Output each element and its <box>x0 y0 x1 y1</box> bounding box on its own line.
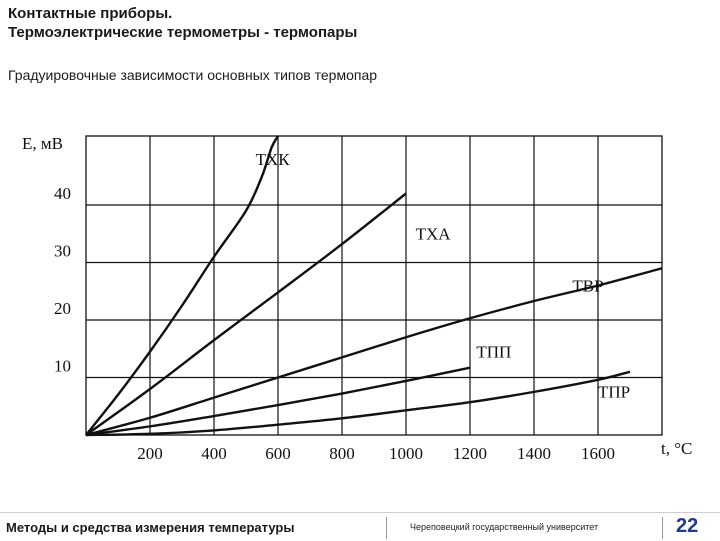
slide-subtitle: Градуировочные зависимости основных типо… <box>8 67 378 83</box>
thermocouple-calibration-chart: 200 400 600 800 1000 1200 1400 1600 10 20 30 40 E, м… <box>22 134 692 463</box>
series-label-1: ТХА <box>416 225 452 244</box>
x-axis-label: t, °C <box>661 439 692 458</box>
series-line-3 <box>85 366 471 437</box>
slide-footer: Методы и средства измерения температуры … <box>0 512 720 541</box>
plot-frame <box>85 135 663 436</box>
series-label-4: ТПР <box>598 383 630 402</box>
y-tick-label: 30 <box>54 242 71 261</box>
series-line-2 <box>85 267 663 437</box>
series-line-4 <box>85 370 631 437</box>
y-axis-label: E, мВ <box>22 134 63 153</box>
y-tick-label: 10 <box>54 357 71 376</box>
x-tick-label: 200 <box>137 444 163 463</box>
chart-series-lines <box>85 135 663 437</box>
x-tick-label: 1600 <box>581 444 615 463</box>
chart-grid <box>85 135 663 436</box>
x-tick-label: 1000 <box>389 444 423 463</box>
x-tick-label: 1400 <box>517 444 551 463</box>
footer-course-title: Методы и средства измерения температуры <box>6 520 295 535</box>
footer-university: Череповецкий государственный университет <box>410 522 599 532</box>
footer-divider <box>386 517 387 539</box>
series-label-0: ТХК <box>256 150 291 169</box>
x-tick-label: 400 <box>201 444 227 463</box>
footer-divider-right <box>662 517 663 539</box>
y-tick-label: 20 <box>54 299 71 318</box>
slide-title: Контактные приборы. Термоэлектрические т… <box>8 4 357 42</box>
y-tick-label: 40 <box>54 184 71 203</box>
series-label-2: ТВР <box>572 276 603 295</box>
chart-labels: 200 400 600 800 1000 1200 1400 1600 10 20 30 40 E, м… <box>22 134 692 463</box>
x-tick-label: 800 <box>329 444 355 463</box>
x-tick-label: 1200 <box>453 444 487 463</box>
series-line-0 <box>85 135 280 436</box>
x-tick-label: 600 <box>265 444 291 463</box>
slide-title-line-2: Термоэлектрические термометры - термопар… <box>8 24 358 41</box>
series-label-3: ТПП <box>476 342 511 361</box>
series-line-1 <box>85 192 407 436</box>
slide-title-line-1: Контактные приборы. <box>8 5 173 22</box>
page-number: 22 <box>676 515 699 537</box>
